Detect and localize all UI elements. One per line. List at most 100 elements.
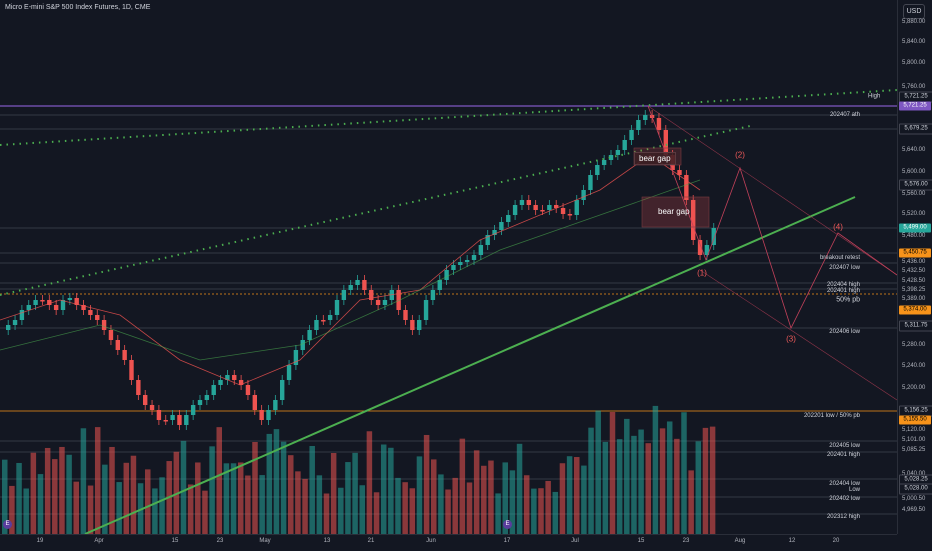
candle-body bbox=[588, 175, 593, 190]
price-tick: 5,640.00 bbox=[902, 147, 926, 153]
volume-bar bbox=[309, 445, 315, 534]
candle-body bbox=[190, 405, 196, 415]
candle-body bbox=[451, 265, 456, 270]
level-feb-low: 202402 low bbox=[829, 496, 860, 502]
candle-body bbox=[458, 262, 463, 265]
volume-bar bbox=[409, 488, 416, 534]
volume-bar bbox=[237, 462, 244, 534]
channel-line-lower bbox=[0, 125, 751, 296]
level-50pb: 50% pb bbox=[836, 296, 860, 304]
date-label: Jun bbox=[426, 538, 436, 544]
candle-body bbox=[629, 130, 634, 140]
candle-body bbox=[327, 315, 333, 320]
price-tick: 5,040.00 bbox=[902, 471, 925, 477]
volume-bar bbox=[595, 410, 601, 534]
candle-body bbox=[499, 222, 504, 230]
date-label: 15 bbox=[171, 538, 179, 544]
time-axis[interactable]: 19 Apr 15 23 May 13 21 Jun 17 Jul 15 23 … bbox=[0, 534, 897, 551]
price-tick: 5,520.00 bbox=[902, 211, 926, 217]
candle-body bbox=[108, 330, 114, 340]
candle-body bbox=[574, 200, 579, 215]
volume-bar bbox=[23, 488, 29, 534]
price-tag: 5,028.00 bbox=[899, 483, 932, 495]
volume-bar bbox=[516, 443, 523, 534]
price-tick: 5,480.00 bbox=[902, 233, 926, 239]
candle-body bbox=[101, 320, 107, 330]
volume-bar bbox=[423, 434, 430, 534]
volume-bar bbox=[602, 441, 609, 534]
volume-bar bbox=[9, 485, 15, 534]
date-label: 19 bbox=[36, 538, 44, 544]
price-chart[interactable] bbox=[0, 0, 897, 534]
date-label: 15 bbox=[637, 538, 645, 544]
volume-bar bbox=[245, 475, 251, 534]
candle-body bbox=[506, 215, 511, 222]
candle-body bbox=[122, 350, 127, 360]
price-tick: 5,398.25 bbox=[902, 287, 926, 293]
volume-bar bbox=[295, 471, 301, 534]
volume-bar bbox=[80, 428, 87, 534]
volume-bar bbox=[438, 474, 444, 534]
volume-bar bbox=[523, 475, 530, 534]
price-tick: 5,085.25 bbox=[902, 447, 926, 453]
volume-bar bbox=[495, 493, 501, 534]
candle-body bbox=[403, 310, 408, 320]
volume-bar bbox=[509, 470, 516, 534]
candle-body bbox=[280, 380, 285, 400]
price-tag: 5,576.00 bbox=[899, 179, 932, 191]
price-scale[interactable]: USD 5,880.00 5,840.00 5,800.00 5,760.00 … bbox=[868, 0, 932, 534]
candle-body bbox=[430, 290, 436, 300]
volume-bar bbox=[581, 465, 587, 534]
candle-body bbox=[547, 205, 552, 210]
volume-bar bbox=[37, 474, 44, 534]
price-tick: 5,840.00 bbox=[902, 39, 926, 45]
moving-average-line bbox=[0, 179, 701, 361]
volume-bar bbox=[666, 421, 673, 534]
date-label: Aug bbox=[734, 538, 746, 544]
level-breakout-retest: breakout retest bbox=[819, 255, 860, 261]
volume-bar bbox=[338, 487, 344, 534]
price-tick: 5,240.00 bbox=[902, 363, 926, 369]
volume-bar bbox=[380, 444, 387, 534]
candle-body bbox=[136, 380, 141, 395]
volume-bar bbox=[609, 411, 616, 534]
earnings-icon[interactable]: E bbox=[3, 520, 12, 529]
candle-body bbox=[293, 350, 299, 365]
candle-body bbox=[608, 155, 614, 160]
candle-body bbox=[307, 330, 312, 340]
candle-body bbox=[232, 375, 237, 380]
candle-body bbox=[266, 410, 271, 420]
price-tick: 5,428.50 bbox=[902, 278, 926, 284]
volume-bar bbox=[638, 429, 644, 534]
earnings-icon[interactable]: E bbox=[503, 520, 512, 529]
candle-body bbox=[245, 385, 251, 395]
date-label: 21 bbox=[367, 538, 375, 544]
symbol-title[interactable]: Micro E-mini S&P 500 Index Futures, 1D, … bbox=[5, 4, 151, 11]
volume-bar bbox=[52, 459, 58, 534]
price-tick: 5,880.00 bbox=[902, 19, 926, 25]
volume-bar bbox=[588, 427, 594, 534]
candle-body bbox=[512, 205, 518, 215]
candle-body bbox=[334, 300, 340, 315]
candle-body bbox=[348, 285, 353, 290]
price-tick: 5,120.00 bbox=[902, 427, 926, 433]
candle-body bbox=[560, 208, 566, 214]
orange-tag: 5,155.50 bbox=[899, 415, 931, 425]
candle-body bbox=[396, 290, 401, 310]
candle-body bbox=[643, 115, 648, 120]
currency-button[interactable]: USD bbox=[903, 4, 925, 19]
candle-body bbox=[6, 325, 11, 330]
chart-area[interactable]: Micro E-mini S&P 500 Index Futures, 1D, … bbox=[0, 0, 897, 534]
volume-bar bbox=[502, 462, 508, 534]
wave-label-3: (3) bbox=[786, 334, 796, 344]
candle-body bbox=[369, 290, 374, 300]
volume-bar bbox=[431, 459, 437, 534]
bear-gap-label-2: bear gap bbox=[658, 207, 690, 216]
volume-bar bbox=[209, 446, 215, 534]
candle-body bbox=[170, 415, 175, 420]
candle-body bbox=[711, 228, 716, 245]
volume-bar bbox=[173, 451, 180, 534]
candle-body bbox=[471, 255, 477, 260]
candle-body bbox=[526, 200, 531, 205]
level-jan-high: 202401 high bbox=[826, 288, 860, 294]
